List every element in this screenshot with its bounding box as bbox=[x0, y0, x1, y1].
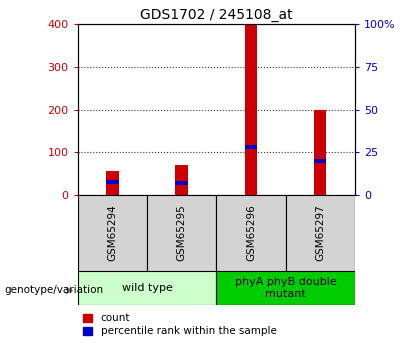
Bar bbox=[106, 180, 118, 184]
Text: GSM65294: GSM65294 bbox=[108, 205, 117, 261]
Text: GSM65297: GSM65297 bbox=[315, 205, 325, 261]
Text: phyA phyB double
mutant: phyA phyB double mutant bbox=[235, 277, 336, 299]
Bar bbox=[78, 195, 147, 271]
Bar bbox=[286, 195, 355, 271]
Bar bbox=[314, 159, 326, 163]
Bar bbox=[216, 195, 286, 271]
Text: GSM65295: GSM65295 bbox=[177, 205, 186, 261]
Bar bbox=[245, 145, 257, 149]
Bar bbox=[314, 110, 326, 195]
Bar bbox=[176, 181, 188, 185]
Bar bbox=[147, 195, 216, 271]
Legend: count, percentile rank within the sample: count, percentile rank within the sample bbox=[83, 313, 276, 336]
Bar bbox=[106, 171, 118, 195]
Title: GDS1702 / 245108_at: GDS1702 / 245108_at bbox=[140, 8, 293, 22]
Bar bbox=[78, 271, 216, 305]
Bar bbox=[245, 24, 257, 195]
Bar bbox=[216, 271, 355, 305]
Bar bbox=[176, 165, 188, 195]
Text: genotype/variation: genotype/variation bbox=[4, 286, 103, 295]
Text: GSM65296: GSM65296 bbox=[246, 205, 256, 261]
Text: wild type: wild type bbox=[121, 283, 173, 293]
